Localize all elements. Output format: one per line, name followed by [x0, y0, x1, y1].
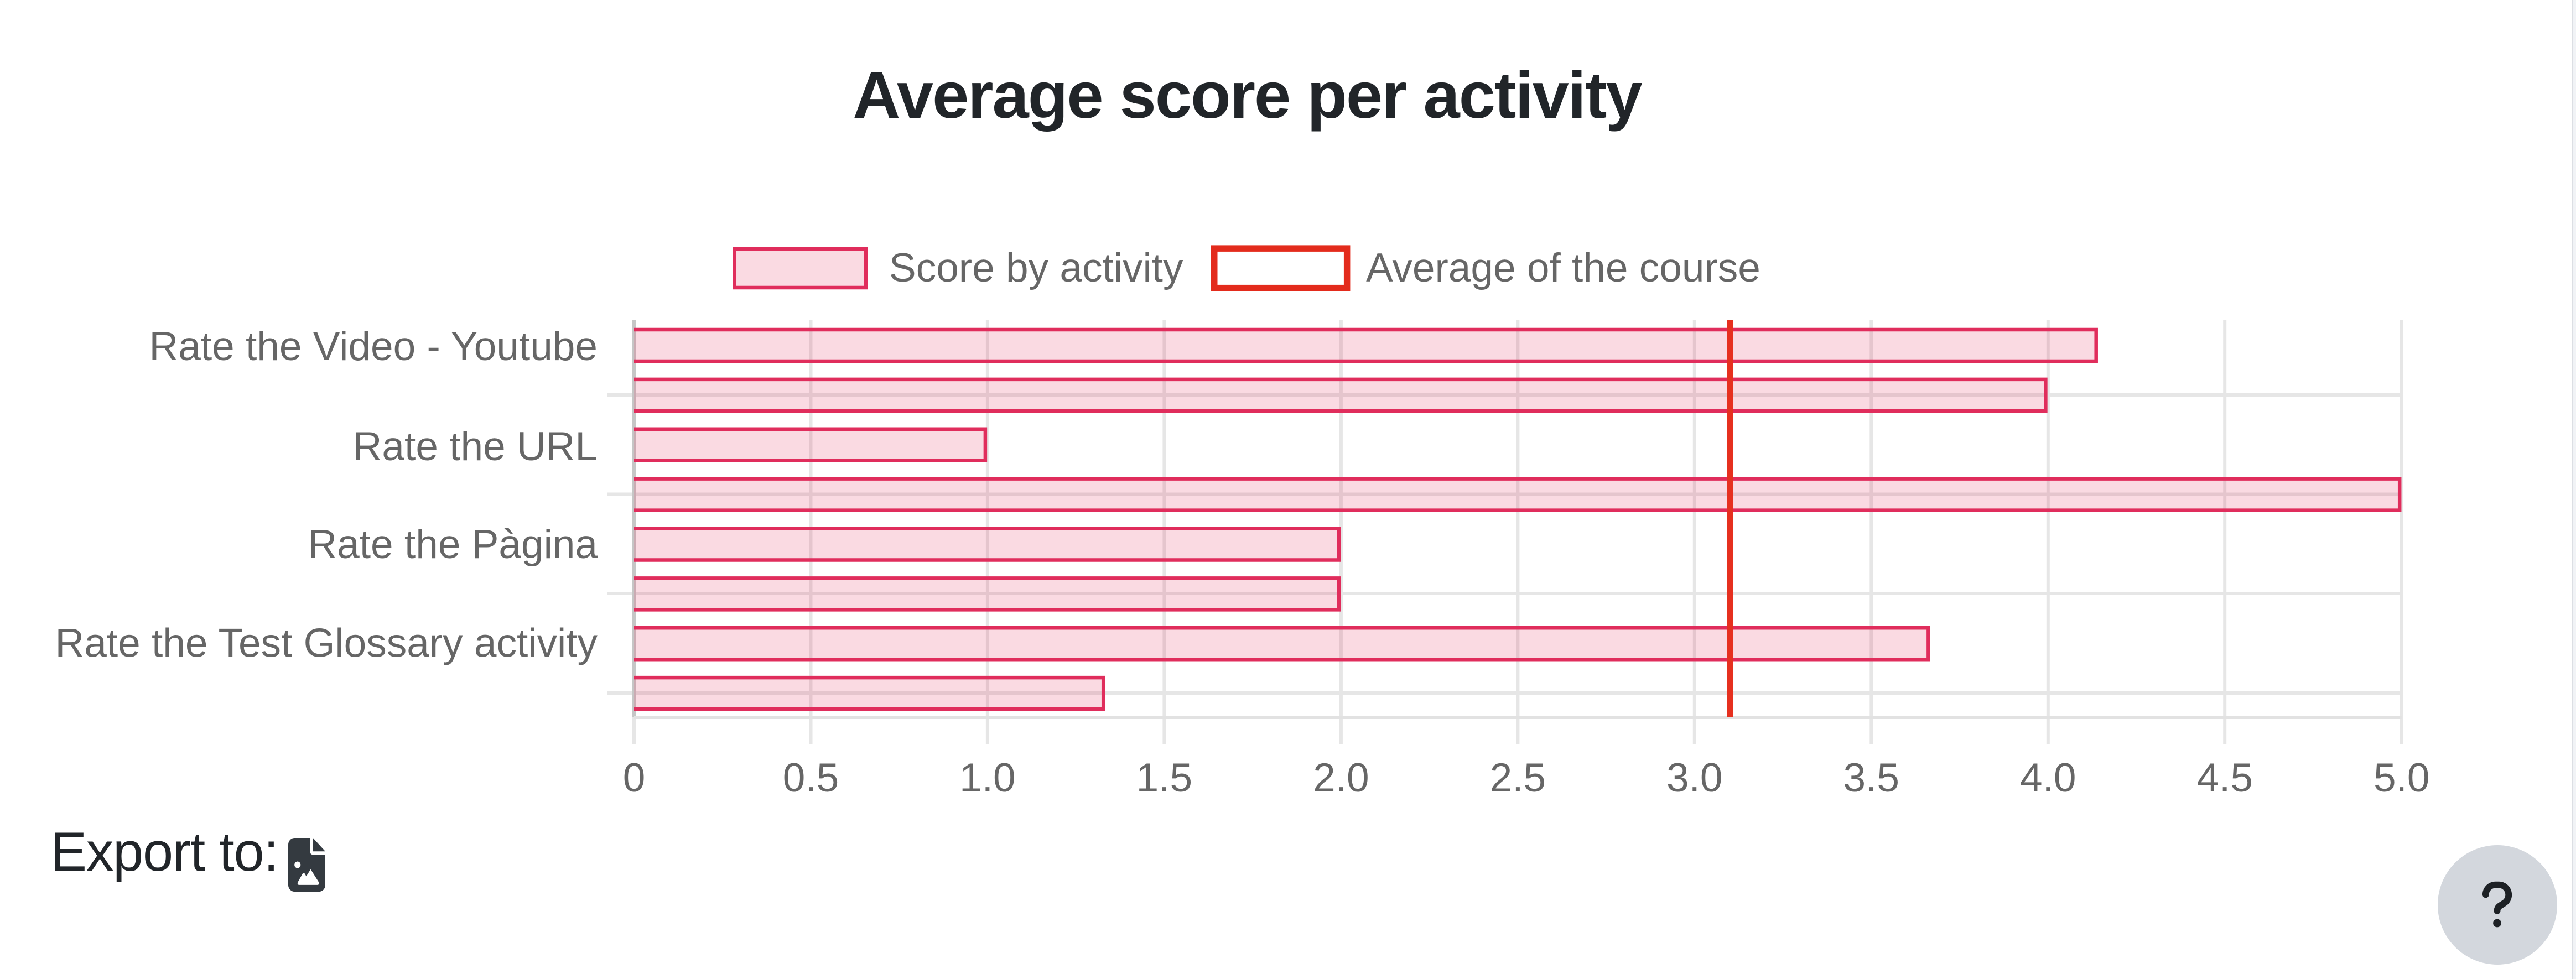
svg-text:2.5: 2.5 [1490, 756, 1546, 800]
svg-text:2.0: 2.0 [1313, 756, 1369, 800]
svg-text:1.0: 1.0 [959, 756, 1015, 800]
svg-text:0: 0 [623, 756, 646, 800]
svg-text:Rate the URL: Rate the URL [353, 424, 598, 469]
svg-text:Rate the Pàgina: Rate the Pàgina [308, 522, 598, 567]
svg-text:Export to:: Export to: [50, 821, 278, 882]
svg-text:Rate the Test Glossary activit: Rate the Test Glossary activity [55, 621, 598, 666]
svg-text:Rate the Video - Youtube: Rate the Video - Youtube [149, 324, 598, 369]
svg-text:Score by activity: Score by activity [889, 246, 1183, 290]
svg-text:3.5: 3.5 [1843, 756, 1899, 800]
svg-text:1.5: 1.5 [1136, 756, 1192, 800]
svg-text:Average of the course: Average of the course [1366, 246, 1760, 290]
svg-text:4.0: 4.0 [2020, 756, 2076, 800]
svg-text:0.5: 0.5 [783, 756, 839, 800]
svg-text:Average score per activity: Average score per activity [853, 59, 1642, 132]
svg-text:5.0: 5.0 [2374, 756, 2429, 800]
svg-text:4.5: 4.5 [2196, 756, 2252, 800]
svg-text:3.0: 3.0 [1666, 756, 1722, 800]
